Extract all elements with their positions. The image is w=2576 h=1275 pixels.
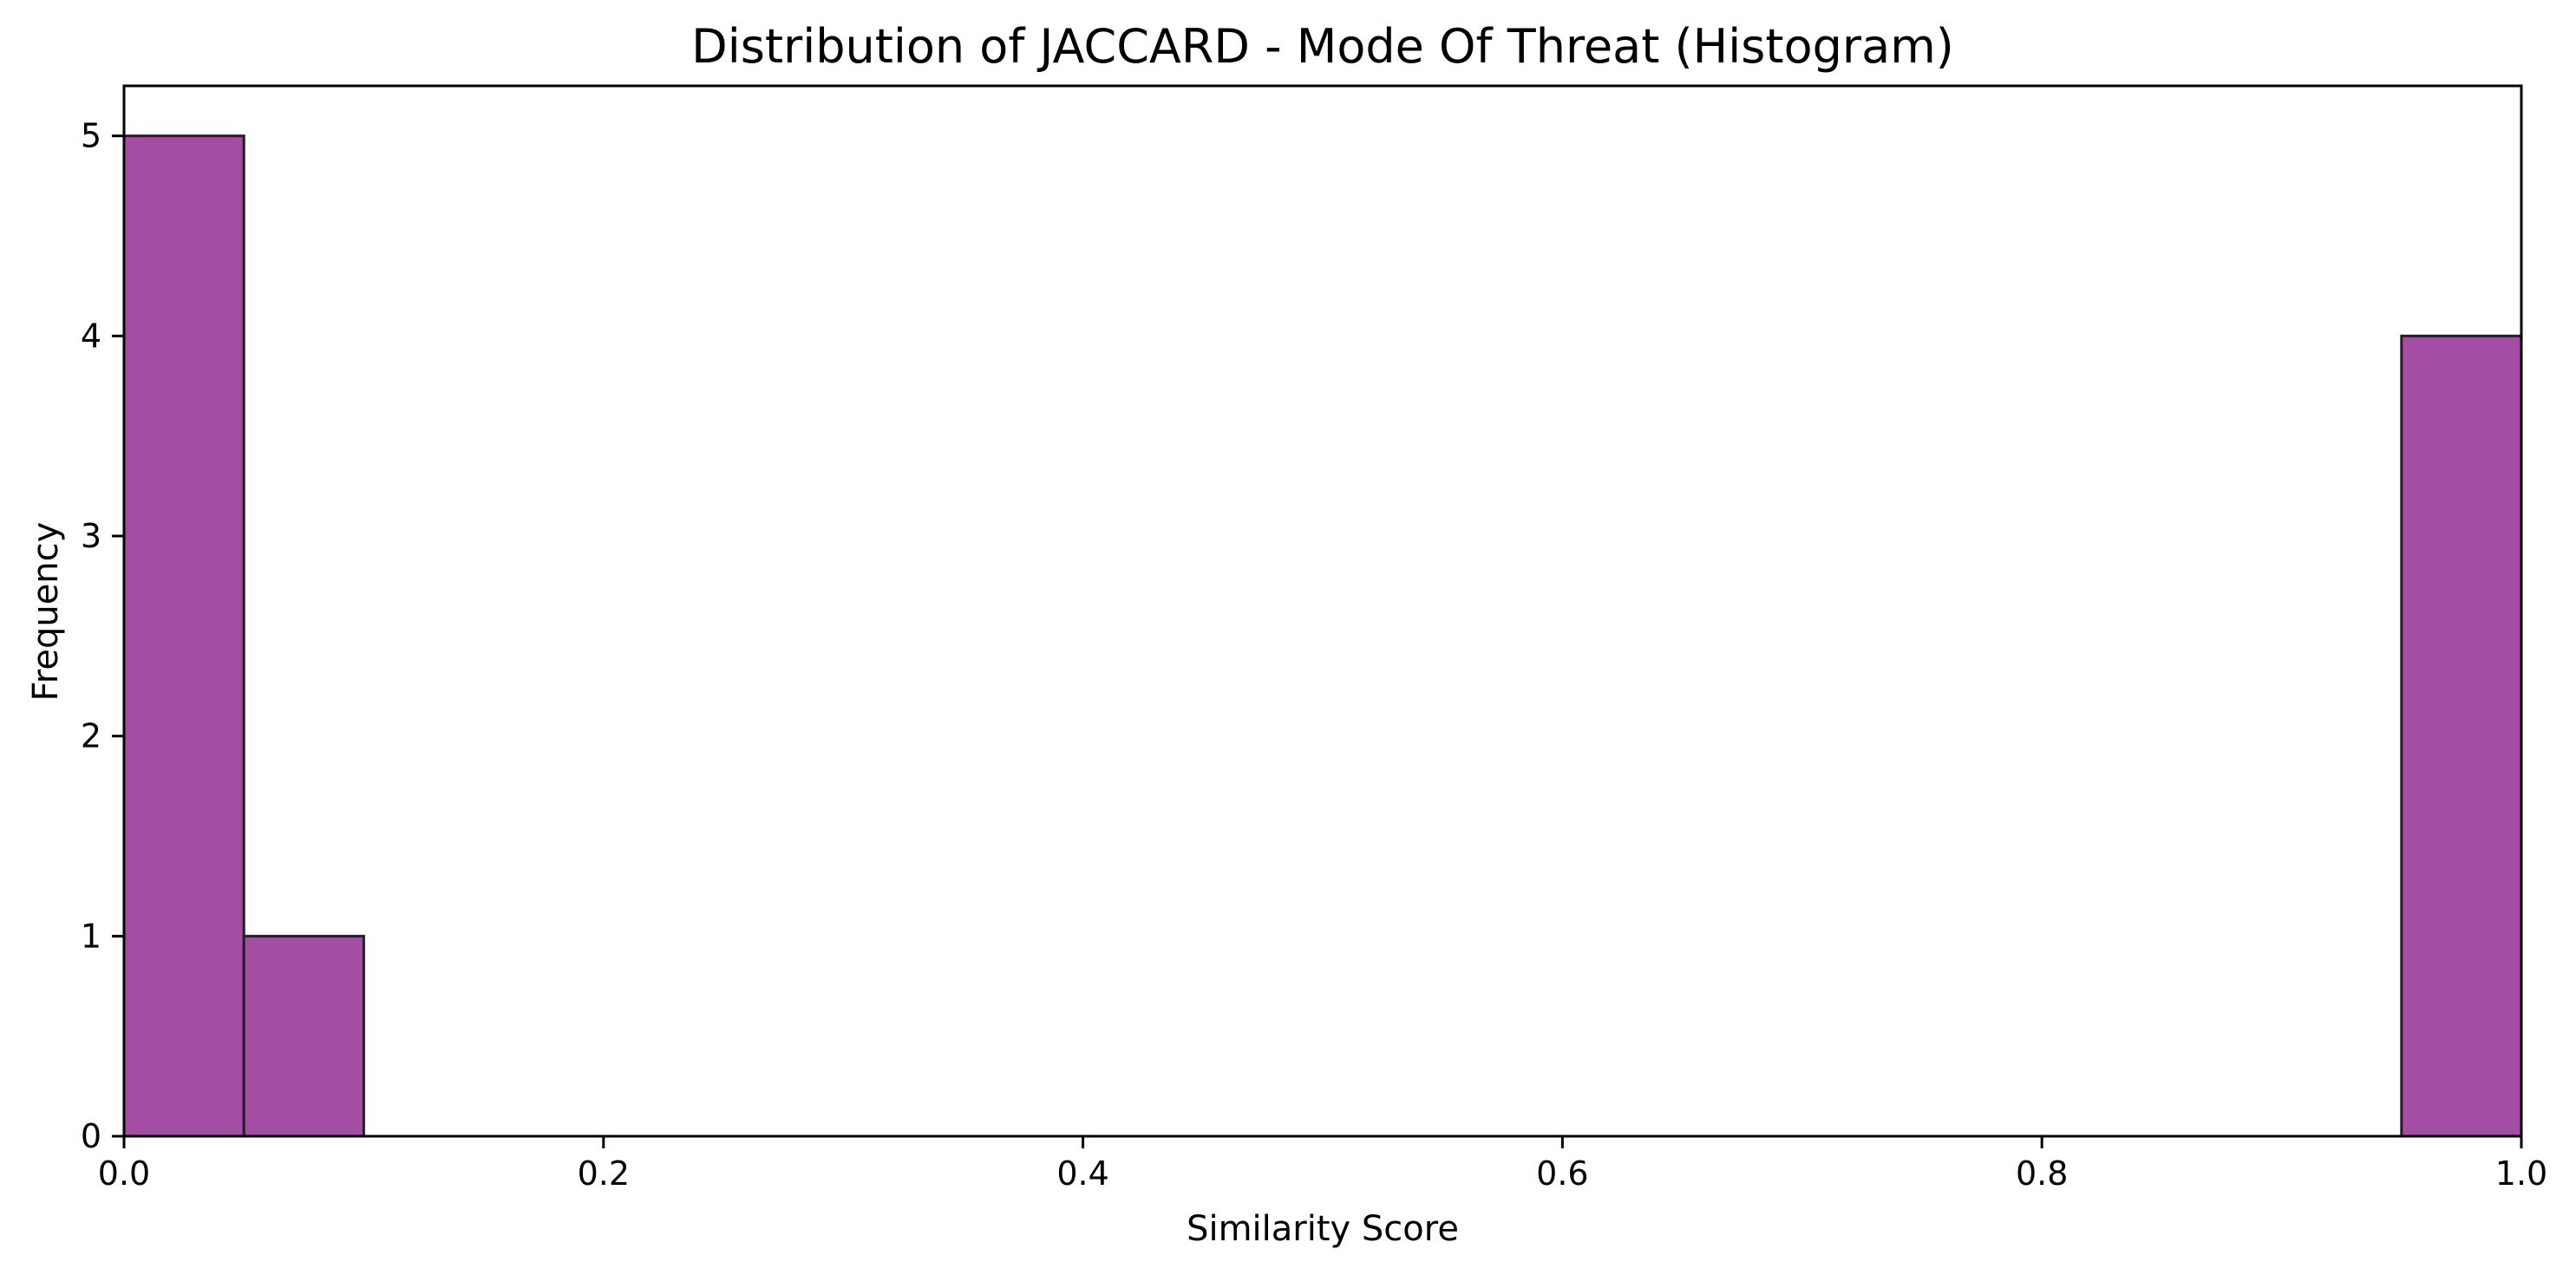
y-axis-ticks: 0 1 2 3 4 5: [81, 117, 124, 1155]
y-tick-label: 1: [81, 917, 101, 955]
x-axis-label: Similarity Score: [1187, 1209, 1459, 1249]
y-axis-label: Frequency: [26, 522, 66, 702]
y-tick-label: 5: [81, 117, 101, 155]
x-tick-label: 0.2: [578, 1154, 630, 1193]
chart-title: Distribution of JACCARD - Mode Of Threat…: [691, 19, 1954, 74]
x-axis-ticks: 0.0 0.2 0.4 0.6 0.8 1.0: [98, 1136, 2547, 1193]
y-tick-label: 0: [81, 1117, 101, 1155]
x-tick-label: 0.0: [98, 1154, 150, 1193]
histogram-bar: [242, 934, 365, 1138]
y-tick-label: 4: [81, 317, 101, 355]
y-tick-label: 2: [81, 717, 101, 755]
bars-group: [122, 134, 2523, 1138]
x-tick-label: 1.0: [2495, 1154, 2547, 1193]
x-tick-label: 0.8: [2016, 1154, 2068, 1193]
histogram-bar: [2400, 334, 2523, 1138]
y-tick-label: 3: [81, 517, 101, 555]
x-tick-label: 0.6: [1536, 1154, 1588, 1193]
histogram-bar: [122, 134, 245, 1138]
plot-frame: [122, 84, 2523, 1138]
x-tick-label: 0.4: [1056, 1154, 1108, 1193]
